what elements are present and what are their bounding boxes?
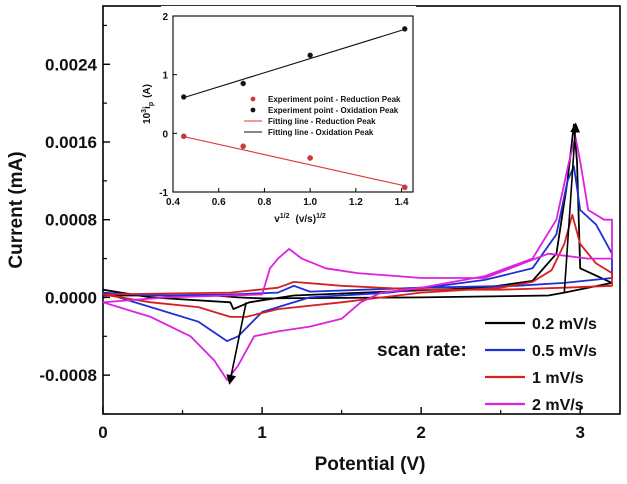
inset-x-tick-label: 1.0	[303, 197, 317, 208]
legend-label: 0.2 mV/s	[532, 316, 597, 333]
peak-arrows	[226, 122, 581, 385]
inset-plot: 0.4 0.6 0.8 1.0 1.2 1.4 -1 0 1 2 Experiment point…	[141, 6, 416, 225]
x-axis-title: Potential (V)	[315, 454, 426, 475]
inset-y-tick-label: 0	[162, 129, 168, 140]
series-2-mv-s	[102, 136, 613, 381]
inset-x-tick-label: 0.6	[212, 197, 226, 208]
legend-title: scan rate:	[377, 340, 467, 361]
inset-plot-background	[161, 6, 416, 192]
series-1-mv-s	[102, 213, 613, 318]
inset-plot-frame	[172, 15, 414, 193]
y-tick-label: -0.0008	[39, 366, 97, 385]
inset-x-axis-title: v1/2 (v/s)1/2	[274, 213, 326, 225]
inset-series-group	[180, 26, 408, 191]
legend-label: 2 mV/s	[532, 397, 584, 414]
inset-legend-label: Fitting line - Reduction Peak	[268, 117, 376, 126]
legend-items: 0.2 mV/s 0.5 mV/s 1 mV/s 2 mV/s	[485, 316, 597, 414]
legend-label: 0.5 mV/s	[532, 343, 597, 360]
x-tick-label: 1	[257, 423, 266, 442]
inset-x-tick-label: 0.4	[166, 197, 180, 208]
inset-legend-label: Experiment point - Reduction Peak	[268, 95, 401, 104]
inset-y-tick-label: 2	[162, 12, 168, 23]
y-tick-label: 0.0024	[45, 55, 98, 74]
inset-legend-label: Experiment point - Oxidation Peak	[268, 106, 399, 115]
inset-legend-marker	[250, 96, 256, 102]
x-tick-label: 3	[575, 423, 584, 442]
y-tick-label: 0.0000	[45, 288, 97, 307]
inset-y-tick-label: -1	[159, 188, 168, 199]
inset-axes: 0.4 0.6 0.8 1.0 1.2 1.4 -1 0 1 2	[159, 12, 409, 208]
peak-shift-arrow	[563, 122, 581, 293]
inset-point-experiment-point-reduction-peak	[240, 143, 246, 150]
inset-fitting-line-oxidation-peak	[181, 28, 407, 99]
y-tick-label: 0.0016	[45, 133, 97, 152]
main-axes: 0 1 2 3 -0.0008 0.0000 0.0008 0.0016 0.0024	[39, 24, 585, 442]
inset-x-tick-label: 1.4	[395, 197, 409, 208]
y-axis-title: Current (mA)	[6, 151, 27, 268]
x-tick-label: 2	[416, 423, 425, 442]
inset-point-experiment-point-reduction-peak	[401, 184, 408, 191]
inset-point-experiment-point-oxidation-peak	[180, 94, 187, 100]
inset-point-experiment-point-reduction-peak	[180, 133, 187, 140]
y-tick-label: 0.0008	[45, 211, 97, 230]
legend-label: 1 mV/s	[532, 370, 584, 387]
inset-point-experiment-point-oxidation-peak	[307, 52, 313, 59]
scan-rate-legend: scan rate: 0.2 mV/s 0.5 mV/s 1 mV/s 2 mV/s	[377, 316, 597, 414]
series-0-5-mv-s	[102, 165, 613, 343]
inset-point-experiment-point-reduction-peak	[307, 155, 313, 161]
inset-y-axis-title: 103ip(A)	[141, 84, 155, 124]
inset-x-tick-label: 1.2	[349, 197, 363, 208]
peak-shift-arrow	[226, 302, 247, 385]
inset-point-experiment-point-oxidation-peak	[240, 80, 246, 87]
inset-fitting-line-reduction-peak	[182, 135, 407, 187]
inset-legend-label: Fitting line - Oxidation Peak	[268, 128, 374, 137]
inset-point-experiment-point-oxidation-peak	[401, 26, 408, 32]
inset-y-tick-label: 1	[162, 71, 168, 82]
inset-legend: Experiment point - Reduction Peak Experim…	[244, 95, 401, 137]
inset-legend-marker	[250, 107, 256, 113]
x-tick-label: 0	[98, 423, 107, 442]
inset-x-tick-label: 0.8	[257, 197, 271, 208]
